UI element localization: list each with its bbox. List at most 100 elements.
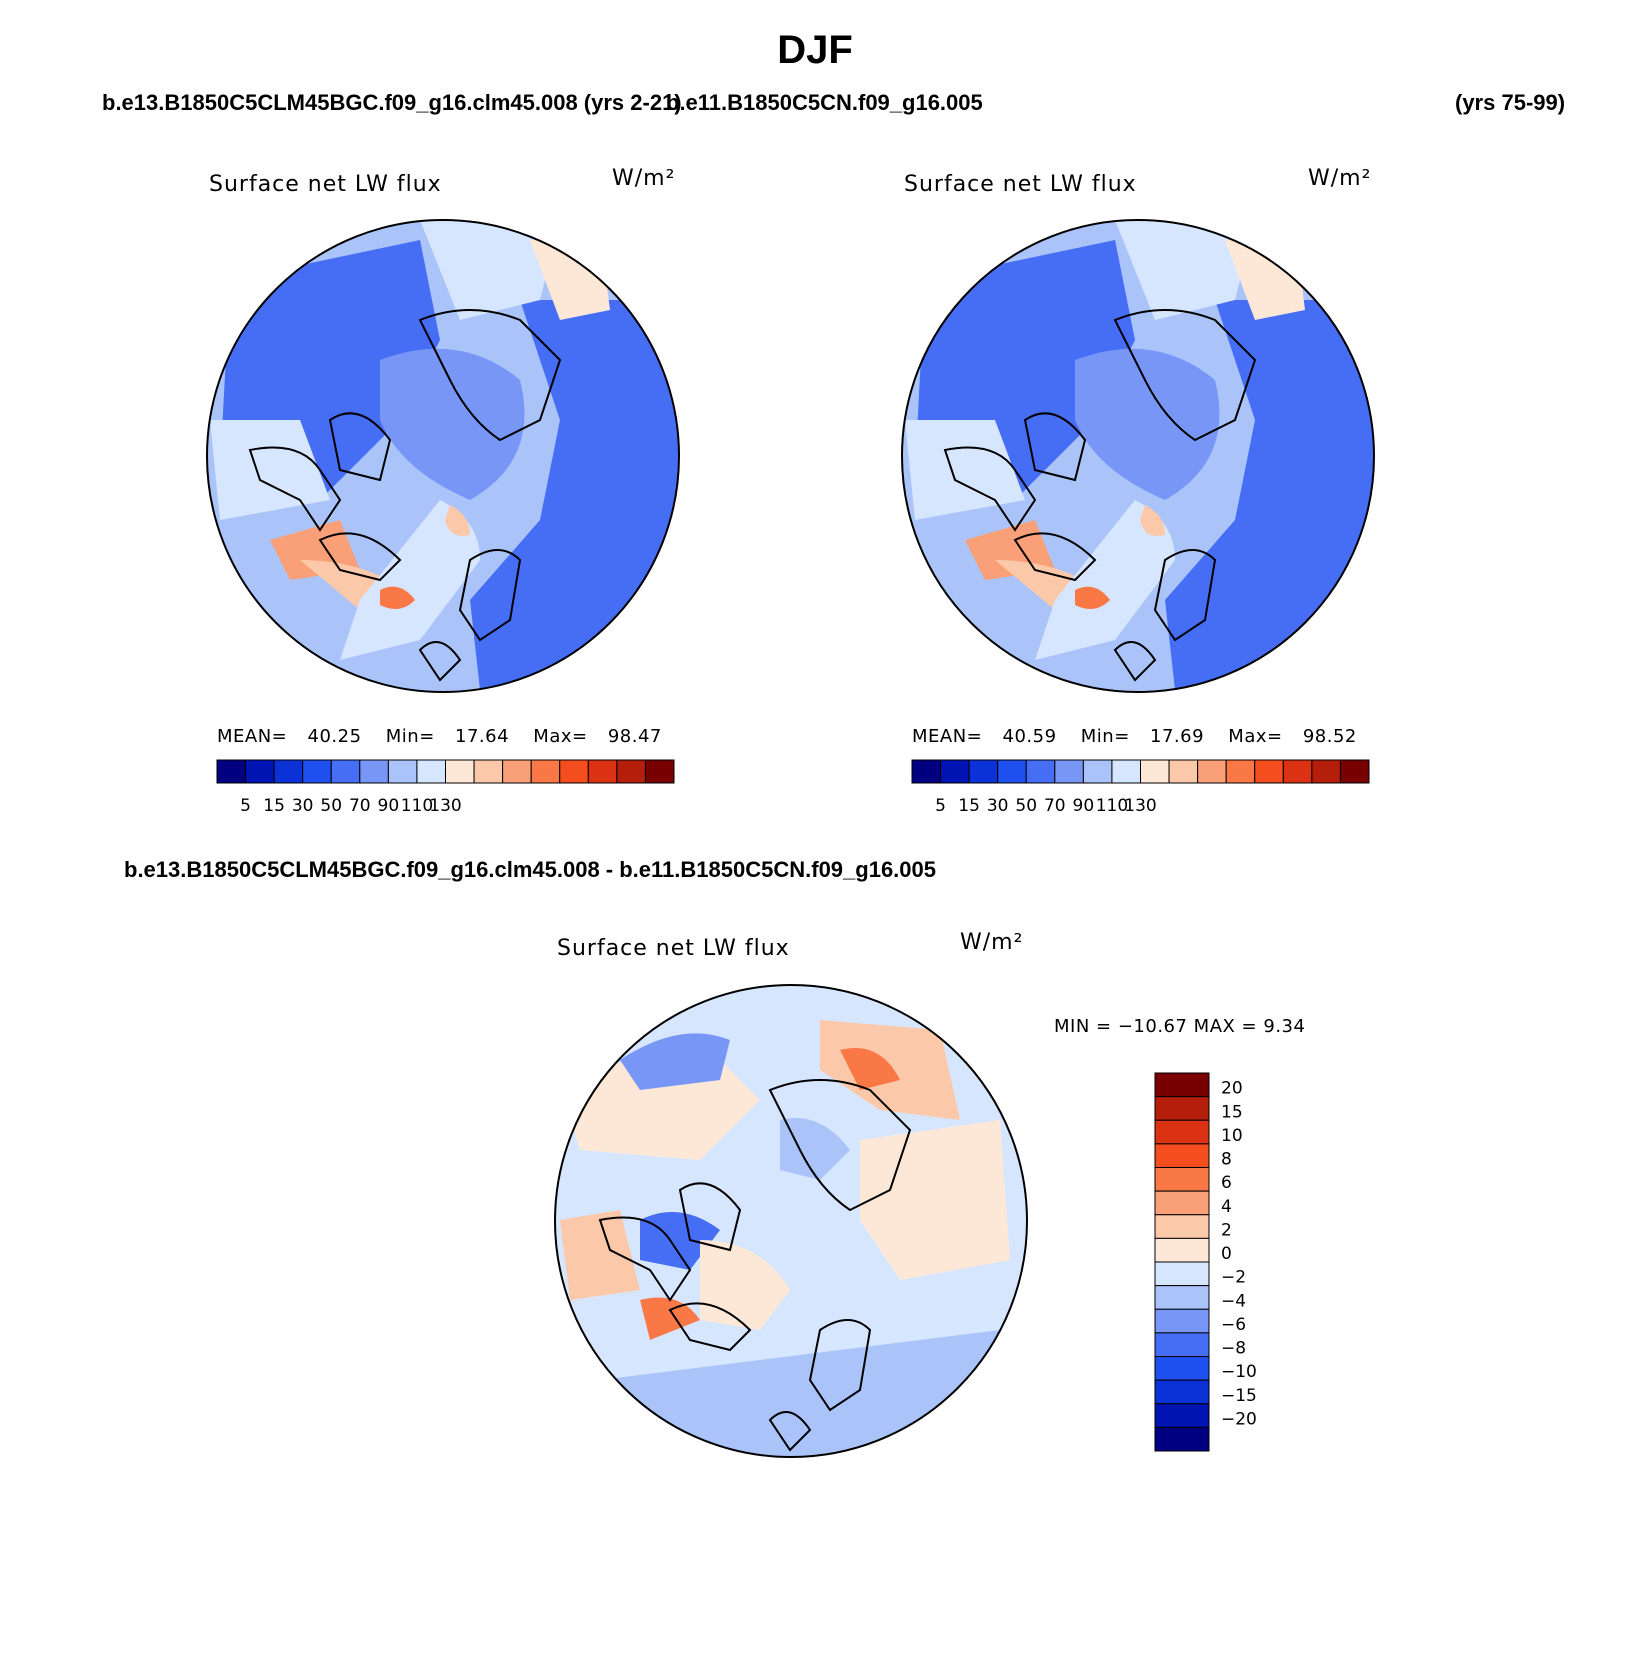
left-colorbar-tick-label: 15 [263, 796, 285, 816]
diff-colorbar-tick-label: 0 [1221, 1244, 1232, 1264]
left-colorbar-box [302, 759, 332, 784]
left-mean-label: MEAN= [217, 726, 288, 747]
diff-colorbar-box [1154, 1356, 1210, 1381]
right-colorbar-box [1025, 759, 1056, 784]
left-colorbar-box [587, 759, 618, 784]
right-colorbar-box [911, 759, 942, 784]
left-colorbar-tick-label: 90 [378, 796, 400, 816]
right-units: W/m² [1308, 166, 1372, 191]
left-colorbar-box [245, 759, 275, 784]
left-colorbar-box [359, 759, 389, 784]
case1-label: b.e13.B1850C5CLM45BGC.f09_g16.clm45.008 … [102, 90, 682, 115]
right-colorbar-box [1140, 759, 1170, 784]
diff-colorbar-box [1154, 1261, 1210, 1287]
diff-colorbar-box [1154, 1237, 1210, 1263]
right-colorbar-tick-label: 70 [1044, 796, 1066, 816]
left-colorbar-tick-label: 50 [320, 796, 342, 816]
diff-label: b.e13.B1850C5CLM45BGC.f09_g16.clm45.008 … [124, 857, 937, 882]
diff-colorbar-tick-label: 20 [1221, 1079, 1243, 1099]
diff-colorbar-box [1154, 1096, 1210, 1121]
right-min-label: Min= [1080, 726, 1130, 747]
right-colorbar-box [1339, 759, 1370, 784]
diff-minmax: MIN = −10.67 MAX = 9.34 [1054, 1016, 1306, 1037]
right-min-value: 17.69 [1150, 726, 1205, 747]
left-colorbar-tick-label: 5 [240, 796, 251, 816]
diff-colorbar-tick-label: 15 [1221, 1102, 1243, 1122]
right-colorbar-tick-label: 90 [1073, 796, 1095, 816]
diff-units: W/m² [960, 930, 1024, 955]
diff-colorbar-box [1154, 1190, 1210, 1216]
right-colorbar-box [1111, 759, 1141, 784]
diff-colorbar-tick-label: −6 [1221, 1315, 1246, 1335]
left-units: W/m² [612, 166, 676, 191]
diff-colorbar-tick-label: −8 [1221, 1339, 1246, 1359]
figure-title: DJF [777, 28, 853, 72]
right-colorbar-tick-label: 110 [1096, 796, 1128, 816]
diff-colorbar-tick-label: −15 [1221, 1386, 1257, 1406]
diff-colorbar-tick-label: 6 [1221, 1173, 1232, 1193]
right-colorbar-box [997, 759, 1027, 784]
diff-colorbar-box [1154, 1308, 1210, 1334]
left-colorbar-box [530, 759, 561, 784]
left-colorbar-box [473, 759, 504, 784]
diff-colorbar-box [1154, 1072, 1210, 1098]
right-colorbar-box [968, 759, 999, 784]
diff-colorbar-tick-label: 8 [1221, 1150, 1232, 1170]
left-colorbar-box [330, 759, 361, 784]
diff-colorbar-box [1154, 1285, 1210, 1310]
diff-colorbar-tick-label: −10 [1221, 1362, 1257, 1382]
left-colorbar-tick-label: 130 [429, 796, 461, 816]
left-colorbar-box [502, 759, 532, 784]
diff-colorbar-tick-label: −20 [1221, 1409, 1257, 1429]
diff-colorbar-tick-label: −4 [1221, 1291, 1246, 1311]
diff-colorbar-box [1154, 1143, 1210, 1168]
right-colorbar-box [940, 759, 970, 784]
right-map [901, 219, 1375, 693]
left-colorbar-tick-label: 30 [292, 796, 314, 816]
right-colorbar-box [1054, 759, 1084, 784]
diff-colorbar-box [1154, 1332, 1210, 1357]
right-colorbar-box [1197, 759, 1227, 784]
left-colorbar-box [559, 759, 589, 784]
diff-colorbar-tick-label: −2 [1221, 1268, 1246, 1288]
right-plot-title: Surface net LW flux [904, 172, 1137, 197]
diff-colorbar-box [1154, 1403, 1210, 1428]
right-colorbar-box [1254, 759, 1284, 784]
right-colorbar-box [1225, 759, 1256, 784]
left-colorbar-box [416, 759, 446, 784]
right-stats: MEAN= 40.59 Min= 17.69 Max= 98.52 [912, 726, 1357, 747]
diff-colorbar-box [1154, 1119, 1210, 1145]
left-colorbar-box [387, 759, 418, 784]
left-colorbar-box [273, 759, 304, 784]
left-colorbar-box [216, 759, 247, 784]
left-min-value: 17.64 [455, 726, 510, 747]
left-stats: MEAN= 40.25 Min= 17.64 Max= 98.47 [217, 726, 662, 747]
left-colorbar-box [644, 759, 675, 784]
diff-colorbar-tick-label: 10 [1221, 1126, 1243, 1146]
left-map [206, 219, 680, 693]
right-colorbar-box [1168, 759, 1199, 784]
right-mean-value: 40.59 [1002, 726, 1057, 747]
right-max-value: 98.52 [1302, 726, 1357, 747]
diff-colorbar-tick-label: 4 [1221, 1197, 1232, 1217]
left-max-value: 98.47 [607, 726, 662, 747]
left-colorbar-box [445, 759, 475, 784]
right-colorbar-tick-label: 30 [987, 796, 1009, 816]
left-colorbar-tick-label: 110 [401, 796, 433, 816]
left-colorbar-box [616, 759, 646, 784]
right-colorbar-box [1082, 759, 1113, 784]
left-min-label: Min= [385, 726, 435, 747]
left-colorbar-tick-label: 70 [349, 796, 371, 816]
diff-colorbar-box [1154, 1214, 1210, 1239]
case2-label: b.e11.B1850C5CN.f09_g16.005 [666, 90, 983, 115]
diff-map [554, 984, 1028, 1458]
diff-plot-title: Surface net LW flux [557, 936, 790, 961]
case2-years: (yrs 75-99) [1455, 90, 1566, 115]
right-mean-label: MEAN= [912, 726, 983, 747]
diff-colorbar-box [1154, 1426, 1210, 1452]
right-colorbar-tick-label: 130 [1124, 796, 1156, 816]
diff-colorbar-box [1154, 1167, 1210, 1192]
